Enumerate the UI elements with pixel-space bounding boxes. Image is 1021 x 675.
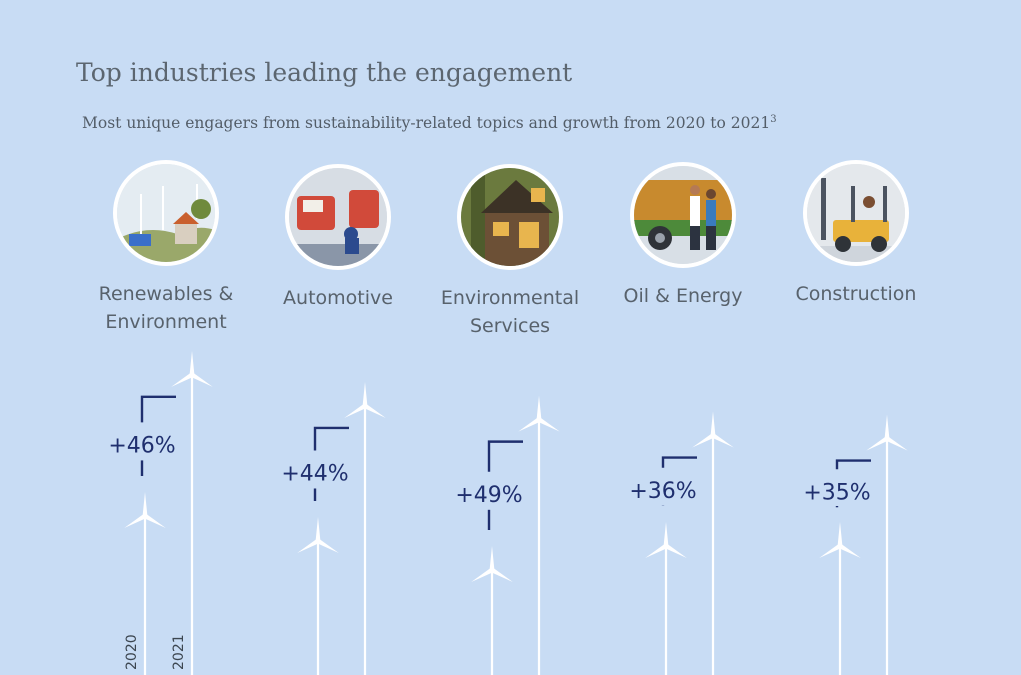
x-tick-label: 2021 <box>171 634 187 670</box>
growth-label: +44% <box>281 461 348 486</box>
truck-workers-icon <box>630 162 736 268</box>
chart-title: Top industries leading the engagement <box>76 58 573 87</box>
turbine-2021 <box>344 381 386 675</box>
growth-label: +35% <box>803 480 870 505</box>
industry-label-line1: Automotive <box>283 287 393 309</box>
growth-bracket <box>140 395 176 423</box>
turbine-blade <box>710 411 716 436</box>
industry-automotive: Automotive <box>253 164 423 312</box>
turbine-blade <box>490 567 513 582</box>
green-house-icon <box>457 164 563 270</box>
turbine-blade <box>819 543 842 558</box>
turbine-2020 <box>297 517 339 675</box>
turbine-2020 <box>471 546 513 675</box>
turbine-blade <box>489 546 495 570</box>
industry-label-line1: Construction <box>795 283 917 305</box>
growth-label: +49% <box>455 483 522 508</box>
industry-label-line1: Oil & Energy <box>623 285 743 307</box>
turbine-hub <box>362 403 368 409</box>
turbine-layer <box>124 350 908 675</box>
growth-label: +36% <box>629 479 696 504</box>
industry-environmental-services: Environmental Services <box>425 164 595 340</box>
turbine-2021 <box>518 395 560 675</box>
turbine-blade <box>711 433 734 448</box>
turbine-blade <box>171 372 194 387</box>
turbine-blade <box>536 395 542 420</box>
industry-oil-energy: Oil & Energy <box>598 162 768 310</box>
growth-bracket <box>661 456 697 468</box>
turbine-blade <box>190 372 213 387</box>
turbine-blade <box>664 543 687 558</box>
turbine-blade <box>837 522 843 546</box>
turbine-blade <box>884 414 890 439</box>
industry-label-line2: Environment <box>105 311 227 333</box>
turbine-blade <box>362 381 368 406</box>
growth-label: +46% <box>108 433 175 458</box>
growth-bracket <box>313 426 349 451</box>
turbine-blade <box>189 350 195 375</box>
turbine-blade <box>885 436 908 451</box>
turbine-blade <box>866 436 889 451</box>
turbine-hub <box>315 538 321 544</box>
turbine-2021 <box>171 350 213 675</box>
growth-bracket <box>487 440 523 472</box>
turbine-hub <box>710 432 716 439</box>
label-layer: +46% 2020 2021 +44% +49% +36% +35% <box>108 395 871 670</box>
turbine-2021 <box>866 414 908 675</box>
forklift-icon <box>803 160 909 266</box>
turbine-hub <box>142 513 148 519</box>
wind-farm-icon <box>113 160 219 266</box>
turbine-blade <box>838 543 861 558</box>
industry-label-line2: Services <box>469 315 551 337</box>
turbine-blade <box>471 567 494 582</box>
turbine-blade <box>537 417 560 432</box>
turbine-blade <box>315 517 321 541</box>
chart-subtitle: Most unique engagers from sustainability… <box>82 114 777 132</box>
industry-label-line1: Environmental <box>440 287 580 309</box>
growth-bracket <box>835 459 871 470</box>
turbine-hub <box>837 543 843 549</box>
industry-label-line1: Renewables & <box>98 283 234 305</box>
turbine-hub <box>884 435 890 442</box>
turbine-2020 <box>819 522 861 675</box>
industry-label: Automotive <box>253 284 423 312</box>
turbine-blade <box>143 513 166 528</box>
footnote-marker: 3 <box>770 114 777 125</box>
turbine-blade <box>645 543 668 558</box>
turbine-blade <box>363 403 386 418</box>
turbine-blade <box>316 538 339 553</box>
turbine-blade <box>142 492 148 516</box>
turbine-blade <box>692 433 715 448</box>
turbine-2021 <box>692 411 734 675</box>
turbine-blade <box>518 417 541 432</box>
turbine-blade <box>663 522 669 546</box>
industry-label: Oil & Energy <box>598 282 768 310</box>
industry-construction: Construction <box>771 160 941 308</box>
turbine-2020 <box>124 492 166 675</box>
turbine-hub <box>489 567 495 573</box>
industry-renewables: Renewables & Environment <box>81 160 251 336</box>
subtitle-text: Most unique engagers from sustainability… <box>82 114 771 133</box>
turbine-hub <box>536 417 542 423</box>
turbine-blade <box>124 513 147 528</box>
x-tick-label: 2020 <box>124 634 140 670</box>
industry-label: Construction <box>771 280 941 308</box>
turbine-hub <box>189 372 195 378</box>
turbine-blade <box>344 403 367 418</box>
industry-label: Renewables & Environment <box>81 280 251 336</box>
industry-label: Environmental Services <box>425 284 595 340</box>
turbine-2020 <box>645 522 687 675</box>
turbine-hub <box>663 543 669 549</box>
turbine-blade <box>297 538 320 553</box>
car-factory-icon <box>285 164 391 270</box>
